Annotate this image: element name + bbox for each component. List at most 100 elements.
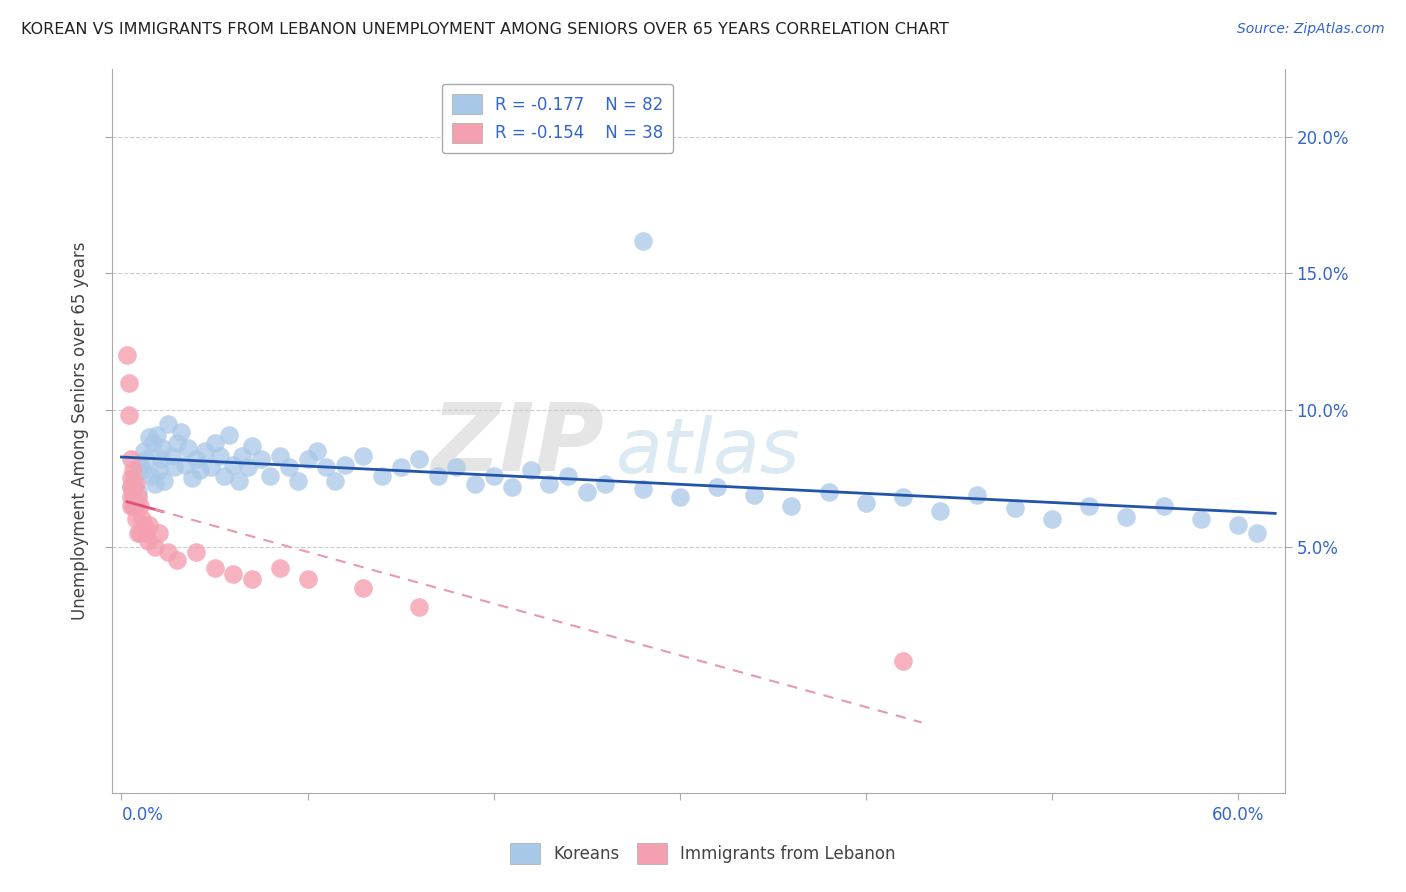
Point: [166, 553, 188, 567]
Point: [152, 442, 174, 456]
Point: [315, 460, 337, 475]
Point: [501, 479, 523, 493]
Point: [141, 468, 163, 483]
Point: [1078, 499, 1101, 513]
Point: [120, 491, 142, 505]
Point: [120, 479, 142, 493]
Point: [131, 512, 153, 526]
Text: atlas: atlas: [616, 416, 801, 489]
Point: [135, 526, 157, 541]
Text: Source: ZipAtlas.com: Source: ZipAtlas.com: [1237, 22, 1385, 37]
Point: [236, 460, 259, 475]
Point: [121, 491, 143, 505]
Text: KOREAN VS IMMIGRANTS FROM LEBANON UNEMPLOYMENT AMONG SENIORS OVER 65 YEARS CORRE: KOREAN VS IMMIGRANTS FROM LEBANON UNEMPL…: [21, 22, 949, 37]
Point: [1227, 517, 1250, 532]
Point: [125, 512, 148, 526]
Point: [520, 463, 543, 477]
Point: [269, 450, 291, 464]
Point: [127, 491, 149, 505]
Point: [212, 468, 235, 483]
Point: [204, 561, 226, 575]
Point: [855, 496, 877, 510]
Point: [325, 474, 347, 488]
Point: [1153, 499, 1175, 513]
Point: [132, 444, 155, 458]
Point: [222, 458, 245, 472]
Point: [966, 488, 988, 502]
Point: [538, 476, 561, 491]
Point: [371, 468, 394, 483]
Point: [1004, 501, 1026, 516]
Point: [1246, 526, 1268, 541]
Point: [184, 452, 207, 467]
Point: [305, 444, 328, 458]
Point: [143, 476, 166, 491]
Text: 60.0%: 60.0%: [1212, 806, 1264, 824]
Point: [166, 435, 188, 450]
Point: [127, 485, 149, 500]
Point: [200, 460, 222, 475]
Legend: R = -0.177    N = 82, R = -0.154    N = 38: R = -0.177 N = 82, R = -0.154 N = 38: [441, 84, 673, 153]
Point: [250, 452, 273, 467]
Point: [135, 452, 157, 467]
Point: [177, 442, 200, 456]
Point: [209, 450, 232, 464]
Point: [146, 427, 169, 442]
Point: [129, 499, 152, 513]
Text: 0.0%: 0.0%: [121, 806, 163, 824]
Point: [389, 460, 412, 475]
Point: [120, 499, 142, 513]
Point: [228, 474, 250, 488]
Point: [156, 545, 179, 559]
Point: [482, 468, 505, 483]
Point: [817, 485, 839, 500]
Y-axis label: Unemployment Among Seniors over 65 years: Unemployment Among Seniors over 65 years: [72, 241, 89, 620]
Point: [742, 488, 765, 502]
Point: [136, 534, 159, 549]
Point: [929, 504, 952, 518]
Point: [148, 526, 170, 541]
Point: [184, 545, 207, 559]
Point: [120, 471, 142, 485]
Point: [222, 566, 245, 581]
Point: [891, 654, 914, 668]
Point: [127, 526, 149, 541]
Point: [204, 435, 226, 450]
Point: [1115, 509, 1137, 524]
Point: [278, 460, 301, 475]
Point: [162, 460, 184, 475]
Point: [333, 458, 356, 472]
Point: [121, 463, 143, 477]
Point: [120, 479, 142, 493]
Point: [297, 573, 319, 587]
Point: [124, 499, 146, 513]
Point: [125, 499, 148, 513]
Point: [188, 463, 211, 477]
Point: [173, 458, 195, 472]
Point: [240, 573, 263, 587]
Point: [668, 491, 690, 505]
Point: [118, 409, 141, 423]
Point: [148, 463, 170, 477]
Point: [149, 452, 172, 467]
Point: [706, 479, 728, 493]
Point: [129, 526, 152, 541]
Text: ZIP: ZIP: [432, 399, 605, 491]
Legend: Koreans, Immigrants from Lebanon: Koreans, Immigrants from Lebanon: [503, 837, 903, 871]
Point: [297, 452, 319, 467]
Point: [194, 444, 217, 458]
Point: [595, 476, 617, 491]
Point: [160, 450, 183, 464]
Point: [269, 561, 291, 575]
Point: [631, 234, 654, 248]
Point: [891, 491, 914, 505]
Point: [408, 599, 430, 614]
Point: [352, 581, 374, 595]
Point: [352, 450, 374, 464]
Point: [231, 450, 253, 464]
Point: [115, 348, 138, 362]
Point: [120, 452, 142, 467]
Point: [557, 468, 579, 483]
Point: [138, 517, 160, 532]
Point: [121, 485, 143, 500]
